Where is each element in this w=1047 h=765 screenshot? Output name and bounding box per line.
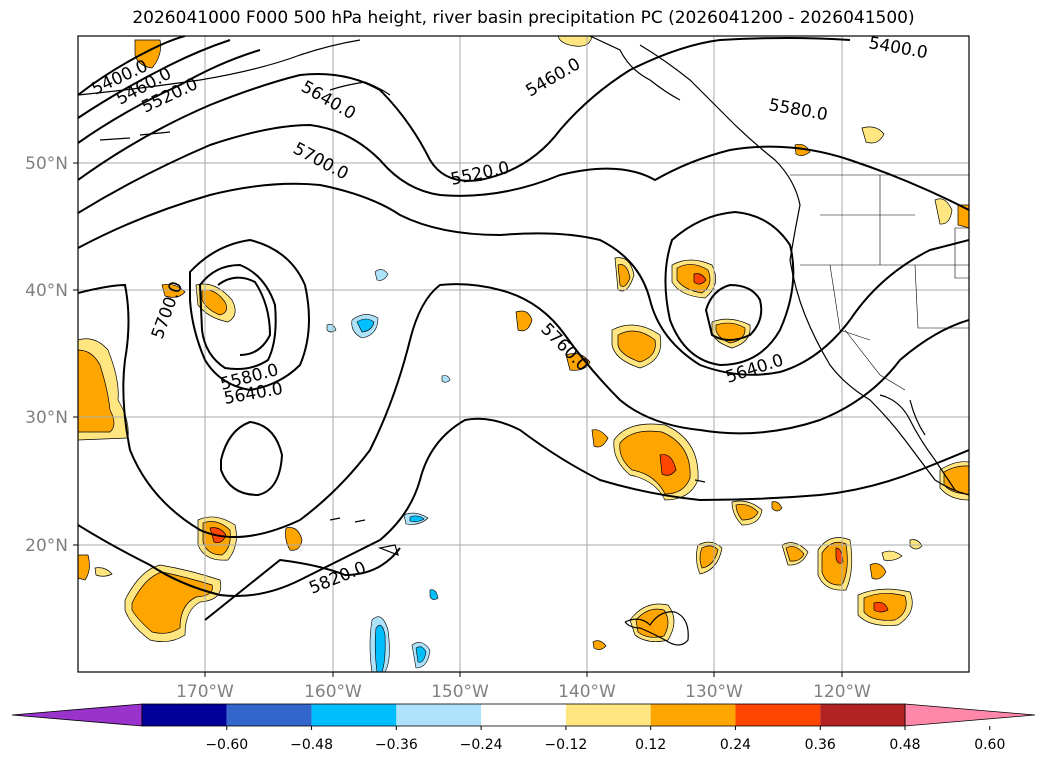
contour-label: 5460.0 (523, 54, 585, 101)
map-area: 5400.0 5460.0 5520.0 5640.0 5700.0 5460.… (78, 33, 969, 672)
colorbar-segment (735, 704, 821, 726)
lat-tick-label: 30°N (25, 408, 68, 428)
colorbar: −0.60 −0.48 −0.36 −0.24 −0.12 0.12 0.24 0.36 0.4… (11, 703, 1036, 753)
height-contours (78, 36, 969, 621)
colorbar-segment (311, 704, 397, 726)
colorbar-tick-label: 0.36 (805, 737, 836, 753)
colorbar-tick-label: −0.12 (544, 737, 587, 753)
colorbar-segment (650, 704, 736, 726)
colorbar-tick-label: 0.12 (635, 737, 666, 753)
lat-tick-label: 40°N (25, 281, 68, 301)
colorbar-tick-label: −0.48 (290, 737, 333, 753)
colorbar-extend-low (11, 703, 143, 727)
colorbar-segment (142, 704, 227, 726)
colorbar-tick-label: 0.24 (720, 737, 751, 753)
lat-tick-label: 50°N (25, 154, 68, 174)
borders (790, 174, 969, 391)
lon-tick-label: 140°W (558, 682, 616, 702)
map-title: 2026041000 F000 500 hPa height, river ba… (132, 8, 915, 28)
lon-tick-label: 130°W (685, 682, 743, 702)
coastlines (78, 36, 969, 646)
longitude-axis: 170°W 160°W 150°W 140°W 130°W 120°W (176, 672, 871, 702)
graticule (78, 36, 969, 672)
contour-label: 5760.0 (536, 319, 592, 375)
contour-label: 5640.0 (298, 77, 360, 124)
lon-tick-label: 160°W (304, 682, 362, 702)
colorbar-tick-label: −0.36 (375, 737, 418, 753)
lon-tick-label: 170°W (176, 682, 234, 702)
lat-tick-label: 20°N (25, 536, 68, 556)
lon-tick-label: 150°W (431, 682, 489, 702)
colorbar-frame (141, 703, 906, 727)
contour-label: 5700.0 (290, 139, 352, 185)
colorbar-tick-label: 0.60 (974, 737, 1005, 753)
colorbar-segment (820, 704, 905, 726)
colorbar-segment (226, 704, 312, 726)
colorbar-extend-high (904, 703, 1036, 727)
lon-tick-label: 120°W (813, 682, 871, 702)
contour-label: 5700.0 (148, 279, 187, 342)
colorbar-tick-label: 0.48 (889, 737, 920, 753)
latitude-axis: 50°N 40°N 30°N 20°N (25, 154, 78, 556)
contour-label: 5820.0 (306, 558, 369, 599)
precip-negative-areas (326, 269, 451, 672)
colorbar-segment (481, 704, 566, 726)
colorbar-segment (396, 704, 482, 726)
precip-positive-areas (78, 36, 969, 650)
colorbar-tick-label: −0.24 (460, 737, 503, 753)
contour-label: 5400.0 (867, 33, 929, 63)
colorbar-tick-label: −0.60 (205, 737, 248, 753)
map-frame (77, 35, 970, 673)
contour-label: 5580.0 (767, 95, 829, 125)
colorbar-segment (565, 704, 651, 726)
